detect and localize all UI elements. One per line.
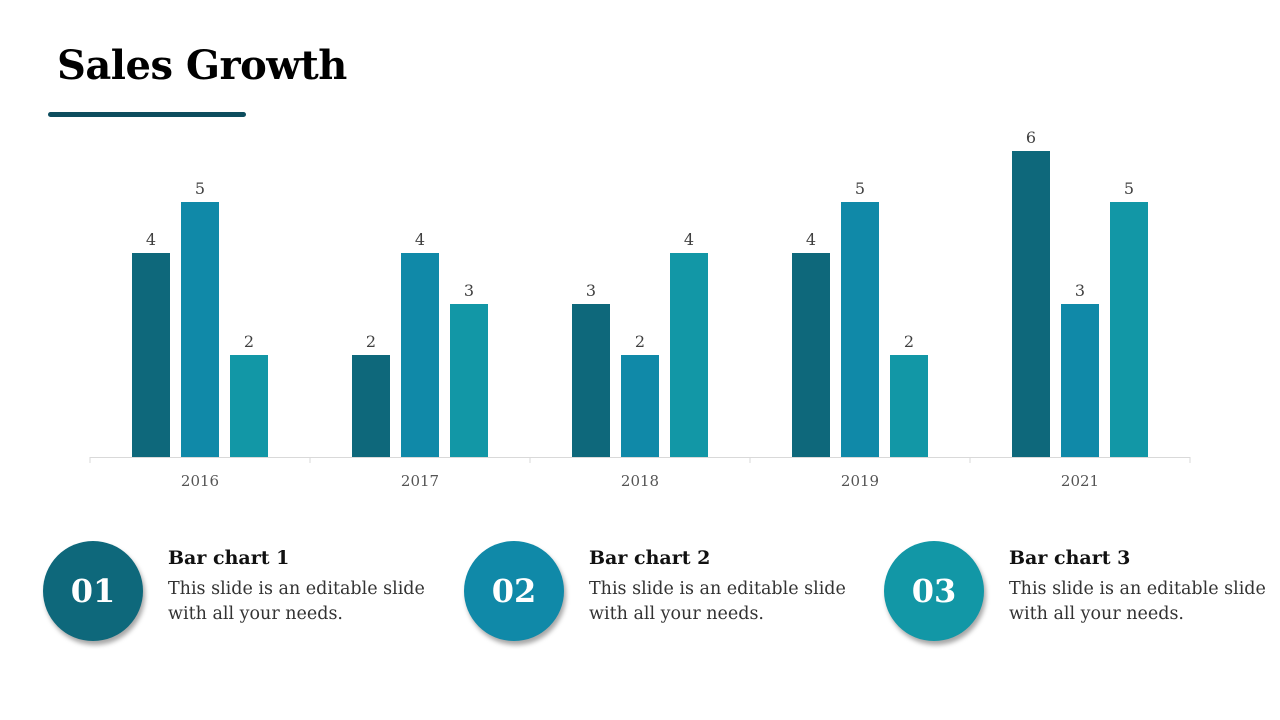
badge-01: 01 [43,541,143,641]
item-title-3: Bar chart 3 [1009,547,1131,569]
badge-03: 03 [884,541,984,641]
data-label: 4 [684,230,694,249]
item-desc-3: This slide is an editable slide with all… [1009,579,1266,624]
bar-series-3-2018 [670,253,708,457]
legend-item-3: 03 Bar chart 3 This slide is an editable… [884,541,1280,651]
data-label: 3 [1075,281,1085,300]
badge-02: 02 [464,541,564,641]
data-label: 6 [1026,128,1036,147]
item-title-2: Bar chart 2 [589,547,711,569]
bar-series-1-2017 [352,355,390,457]
legend-item-1: 01 Bar chart 1 This slide is an editable… [43,541,443,651]
bar-series-2-2018 [621,355,659,457]
data-label: 2 [904,332,914,351]
bar-series-3-2016 [230,355,268,457]
bar-series-3-2017 [450,304,488,457]
data-label: 5 [195,179,205,198]
bar-series-1-2019 [792,253,830,457]
data-label: 3 [464,281,474,300]
bar-series-2-2016 [181,202,219,457]
x-tick-label: 2016 [181,472,219,490]
bar-series-3-2021 [1110,202,1148,457]
bar-series-1-2016 [132,253,170,457]
data-label: 4 [806,230,816,249]
x-tick-label: 2021 [1061,472,1099,490]
data-label: 4 [415,230,425,249]
data-label: 3 [586,281,596,300]
data-label: 5 [1124,179,1134,198]
bar-series-2-2019 [841,202,879,457]
item-desc-2: This slide is an editable slide with all… [589,579,846,624]
data-label: 4 [146,230,156,249]
bar-series-1-2021 [1012,151,1050,457]
item-title-1: Bar chart 1 [168,547,290,569]
data-label: 2 [366,332,376,351]
x-tick-label: 2018 [621,472,659,490]
page-title: Sales Growth [57,42,347,89]
x-tick-label: 2019 [841,472,879,490]
bar-chart: 4 5 2 2016 2 4 3 2017 3 2 4 2018 4 5 2 2019 6 3 5 2021 [89,128,1191,490]
data-label: 2 [244,332,254,351]
bar-series-1-2018 [572,304,610,457]
bar-series-3-2019 [890,355,928,457]
data-label: 2 [635,332,645,351]
title-underline [48,112,246,117]
item-desc-1: This slide is an editable slide with all… [168,579,425,624]
bar-series-2-2017 [401,253,439,457]
bar-series-2-2021 [1061,304,1099,457]
x-tick-label: 2017 [401,472,439,490]
data-label: 5 [855,179,865,198]
legend-item-2: 02 Bar chart 2 This slide is an editable… [464,541,864,651]
